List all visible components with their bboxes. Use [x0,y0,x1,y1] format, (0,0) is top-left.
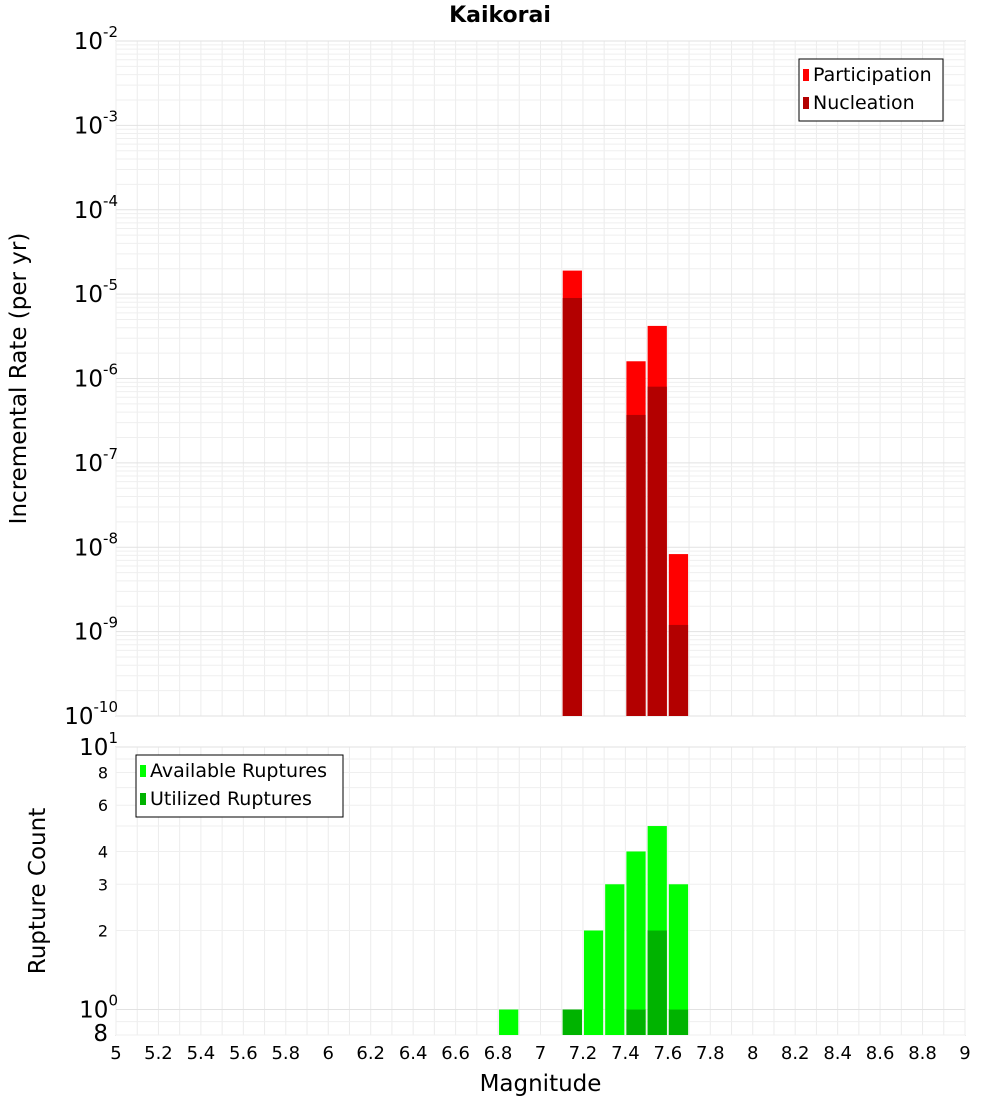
legend-box [798,58,944,122]
x-tick-label: 8.2 [781,1043,810,1064]
rate-y-tick-label: 10-5 [74,276,118,308]
rate-plot-grid [115,40,966,717]
x-tick-label: 8.6 [866,1043,895,1064]
bar-available-ruptures [499,1009,519,1035]
bar-nucleation [647,386,667,716]
count-plot: 100 101 8 2 3 4 6 8 Rupture Count Available Rup… [25,729,971,1097]
count-y-minor-tick-label: 3 [98,875,108,894]
rate-y-tick-label: 10-3 [74,107,118,139]
bar-available-ruptures [583,930,604,1035]
bar-utilized-ruptures [626,1009,646,1035]
x-tick-label: 8.8 [908,1043,937,1064]
bar-utilized-ruptures [668,1009,689,1035]
rate-bars [562,270,689,716]
bar-available-ruptures [668,884,689,1035]
rate-y-axis-label: Incremental Rate (per yr) [6,233,32,525]
magnitude-x-axis-label: Magnitude [480,1071,602,1097]
legend-label: Utilized Ruptures [150,788,312,810]
legend-swatch [803,97,809,109]
count-y-minor-tick-label: 8 [93,1021,108,1047]
rate-y-tick-label: 10-4 [74,192,118,224]
bar-available-ruptures [605,884,625,1035]
bar-utilized-ruptures [647,930,667,1035]
rate-y-tick-label: 10-10 [64,698,118,730]
count-bars [499,826,689,1035]
bar-nucleation [626,414,646,716]
x-tick-label: 5.8 [271,1043,300,1064]
rate-y-tick-label: 10-8 [74,529,118,561]
rate-legend: Participation Nucleation [798,58,944,122]
count-y-axis-label: Rupture Count [25,808,51,974]
count-y-minor-tick-label: 8 [98,763,108,782]
count-y-tick-label: 101 [79,729,118,761]
rate-y-tick-label: 10-9 [74,614,118,646]
x-tick-label: 8 [747,1043,758,1064]
x-tick-label: 6 [323,1043,334,1064]
count-y-minor-tick-label: 2 [98,922,108,941]
legend-label: Nucleation [813,92,915,114]
count-y-ticks: 100 101 8 2 3 4 6 8 [79,729,118,1047]
x-tick-label: 6.2 [356,1043,385,1064]
legend-swatch [140,793,146,805]
x-tick-label: 7.4 [611,1043,640,1064]
rate-y-ticks: 10-10 10-9 10-8 10-7 10-6 10-5 10-4 10-3 10-2 [64,23,118,730]
bar-nucleation [668,624,689,716]
rate-y-tick-label: 10-7 [74,445,118,477]
bar-available-ruptures [626,851,646,1035]
x-tick-label: 5.6 [229,1043,258,1064]
count-y-tick-label: 100 [79,992,118,1024]
bar-nucleation [562,297,582,716]
x-tick-label: 9 [959,1043,970,1064]
x-tick-label: 5 [110,1043,121,1064]
count-y-minor-tick-label: 4 [98,842,108,861]
legend-box [135,754,344,818]
x-tick-label: 7.6 [654,1043,683,1064]
x-tick-label: 6.6 [441,1043,470,1064]
x-tick-label: 7.2 [569,1043,598,1064]
x-tick-label: 7 [535,1043,546,1064]
legend-label: Available Ruptures [150,760,327,782]
x-tick-label: 8.4 [823,1043,852,1064]
x-tick-label: 7.8 [696,1043,725,1064]
count-legend: Available Ruptures Utilized Ruptures [135,754,344,818]
rate-plot: 10-10 10-9 10-8 10-7 10-6 10-5 10-4 10-3 10-2 In… [6,23,966,730]
x-tick-label: 6.4 [399,1043,428,1064]
x-tick-label: 6.8 [484,1043,513,1064]
x-tick-label: 5.4 [187,1043,216,1064]
count-y-minor-tick-label: 6 [98,796,108,815]
bar-utilized-ruptures [562,1009,582,1035]
rate-y-tick-label: 10-6 [74,361,118,393]
chart-title: Kaikorai [449,3,551,28]
x-tick-label: 5.2 [144,1043,173,1064]
rate-y-tick-label: 10-2 [74,23,118,55]
magnitude-x-ticks: 5 5.2 5.4 5.6 5.8 6 6.2 6.4 6.6 6.8 7 7.2 7.4 7.6 7.8 8… [110,1043,970,1064]
legend-swatch [140,765,146,777]
legend-label: Participation [813,64,932,86]
legend-swatch [803,69,809,81]
